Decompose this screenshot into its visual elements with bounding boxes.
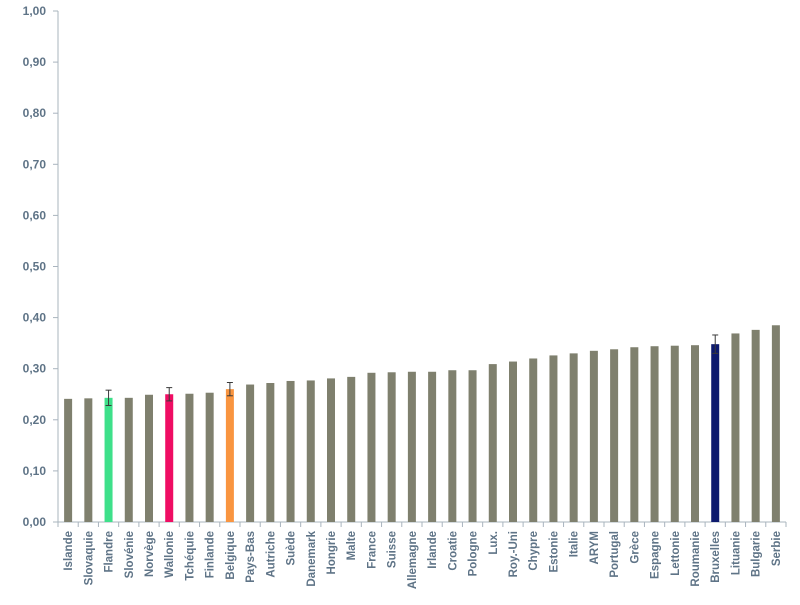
bar-slov-nie [124,397,133,522]
x-tick-label: Malte [346,531,358,560]
x-tick-label: Croatie [447,531,459,571]
bar-belgique [225,389,234,522]
bar-bulgarie [751,329,760,522]
x-tick-label: Slovénie [124,531,136,578]
x-tick-label: Suisse [387,531,399,568]
bar-norv-ge [145,394,153,522]
bar-estonie [549,355,558,522]
bar-autriche [266,383,275,522]
x-tick-label: Bulgarie [751,531,763,577]
x-tick-label: Autriche [265,531,277,578]
x-tick-label: Italie [569,531,581,557]
y-tick-label: 1,00 [23,4,47,18]
category-labels: Islande Slovaquie Flandre Slovénie Norvège Wa… [63,530,783,589]
x-tick-label: Norvège [144,531,156,577]
bar-flandre [104,397,113,522]
bar-finlande [205,392,214,522]
bar-serbie [771,325,780,522]
bar-lux- [488,364,497,522]
error-bars [105,334,719,406]
bar-france [367,372,376,522]
x-tick-label: Chypre [528,531,540,571]
bar-roy-uni [509,361,517,522]
bar-chypre [529,358,538,522]
y-tick-label: 0,10 [23,464,47,478]
x-tick-label: Roumanie [690,531,702,587]
bar-wallonie [165,394,174,522]
x-tick-label: Tchéquie [184,531,196,581]
bar-hongrie [327,378,335,522]
bar-su-de [286,380,295,522]
x-tick-label: Danemark [306,530,318,586]
y-axis: 0,00 0,10 0,20 0,30 0,40 0,50 0,60 0,70 0,80 0,90… [23,4,59,529]
bar-danemark [306,380,315,522]
x-tick-label: Flandre [104,531,116,573]
bar-italie [569,353,578,522]
x-tick-label: Belgique [225,531,237,580]
x-tick-label: Irlande [427,531,439,569]
bar-slovaquie [84,398,93,522]
x-tick-label: Bruxelles [710,531,722,583]
x-tick-label: Grèce [629,531,641,564]
x-tick-label: Hongrie [326,531,338,574]
y-tick-label: 0,40 [23,311,47,325]
x-tick-label: Lettonie [670,531,682,576]
x-tick-label: Roy.-Uni [508,531,520,577]
x-tick-label: Allemagne [407,531,419,589]
bar-gr-ce [630,347,639,522]
x-tick-label: Lituanie [730,531,742,575]
x-tick-label: Serbie [771,531,783,566]
x-tick-label: Pays-Bas [245,531,257,583]
bar-islande [64,398,73,522]
bar-lituanie [731,333,740,522]
y-tick-label: 0,90 [23,55,47,69]
x-axis [57,521,787,527]
x-tick-label: Slovaquie [83,531,95,585]
y-tick-label: 0,70 [23,157,47,171]
y-tick-label: 0,00 [23,515,47,529]
bar-croatie [448,370,457,522]
y-tick-label: 0,50 [23,260,47,274]
bar-espagne [650,346,659,522]
bars [64,325,780,522]
x-tick-label: Espagne [650,531,662,579]
y-tick-label: 0,30 [23,362,47,376]
x-tick-label: Wallonie [164,531,176,578]
bar-irlande [428,371,437,522]
y-tick-label: 0,60 [23,208,47,222]
bar-allemagne [407,371,416,522]
bar-roumanie [691,345,699,522]
bar-suisse [387,372,396,522]
x-tick-label: Suède [286,531,298,566]
bar-arym [589,350,598,522]
bar-lettonie [670,345,679,522]
y-tick-label: 0,80 [23,106,47,120]
bar-portugal [610,349,619,522]
bar-pays-bas [246,384,255,522]
x-tick-label: Lux. [488,531,500,555]
bar-tch-quie [185,393,194,522]
x-tick-label: France [366,531,378,569]
bar-malte [347,376,356,522]
x-tick-label: Islande [63,531,75,571]
x-tick-label: Estonie [548,531,560,573]
bar-bruxelles [711,344,720,522]
x-tick-label: ARYM [589,531,601,564]
x-tick-label: Finlande [205,531,217,578]
x-tick-label: Portugal [609,531,621,578]
x-tick-label: Pologne [468,531,480,576]
y-tick-label: 0,20 [23,413,47,427]
bar-pologne [468,370,477,522]
